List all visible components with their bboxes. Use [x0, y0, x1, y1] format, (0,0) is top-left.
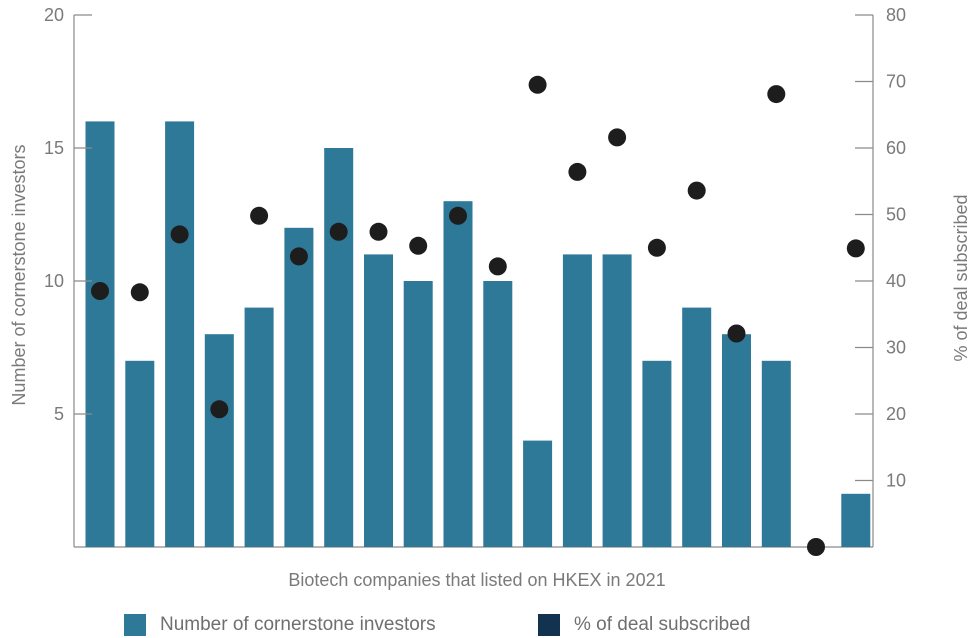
dot-9 — [409, 236, 428, 255]
y2-tick-label: 40 — [886, 271, 906, 291]
dot-2 — [130, 283, 149, 302]
y2-tick-label: 30 — [886, 338, 906, 358]
bar-14 — [602, 254, 632, 547]
dot-20 — [846, 239, 865, 258]
bar-11 — [483, 281, 513, 547]
bar-2 — [125, 360, 155, 547]
bar-10 — [443, 201, 473, 547]
y2-tick-label: 10 — [886, 471, 906, 491]
dot-14 — [608, 128, 627, 147]
y2-tick-label: 60 — [886, 138, 906, 158]
bar-series — [85, 121, 871, 548]
bar-6 — [284, 227, 314, 548]
bar-3 — [165, 121, 195, 548]
dot-3 — [170, 225, 189, 244]
legend: Number of cornerstone investors % of dea… — [0, 614, 971, 638]
dot-16 — [687, 181, 706, 200]
dot-11 — [488, 257, 507, 276]
y2-tick-label: 70 — [886, 72, 906, 92]
bar-7 — [324, 148, 354, 547]
bar-17 — [722, 334, 751, 547]
legend-label-dots: % of deal subscribed — [574, 614, 751, 635]
bar-1 — [85, 121, 115, 548]
dot-series — [91, 75, 865, 556]
chart: 5 10 15 20 10 20 30 40 50 60 70 80 Number of corne… — [9, 5, 971, 590]
y2-axis-title: % of deal subscribed — [951, 194, 971, 361]
y2-tick-label: 80 — [886, 5, 906, 25]
y-tick-label: 15 — [44, 138, 64, 158]
bar-4 — [204, 334, 234, 547]
bar-8 — [364, 254, 393, 547]
right-axis-ticks: 10 20 30 40 50 60 70 80 — [855, 5, 906, 491]
dot-19 — [807, 538, 825, 556]
bar-13 — [562, 254, 592, 547]
dot-13 — [568, 162, 587, 181]
dot-5 — [250, 206, 269, 225]
y-tick-label: 20 — [44, 5, 64, 25]
legend-label-bars: Number of cornerstone investors — [160, 614, 436, 635]
dot-4 — [210, 400, 229, 419]
legend-item-bars: Number of cornerstone investors — [124, 614, 436, 636]
bar-16 — [682, 307, 712, 547]
x-axis-title: Biotech companies that listed on HKEX in… — [288, 570, 665, 590]
dot-15 — [647, 238, 666, 257]
left-axis-ticks: 5 10 15 20 — [44, 5, 92, 424]
bar-18 — [761, 360, 791, 547]
legend-item-dots: % of deal subscribed — [538, 614, 750, 636]
bar-5 — [244, 307, 274, 547]
bar-9 — [403, 281, 433, 547]
dot-1 — [91, 282, 109, 300]
dot-10 — [449, 206, 467, 225]
y2-tick-label: 20 — [886, 404, 906, 424]
bar-15 — [642, 360, 672, 547]
dot-18 — [767, 85, 786, 104]
y-tick-label: 10 — [44, 271, 64, 291]
y2-tick-label: 50 — [886, 205, 906, 225]
dot-6 — [289, 247, 308, 266]
dot-12 — [528, 75, 547, 94]
y-tick-label: 5 — [54, 404, 64, 424]
bar-12 — [523, 440, 553, 547]
dot-17 — [727, 324, 746, 343]
bar-20 — [841, 493, 871, 547]
dot-8 — [369, 222, 388, 241]
dot-7 — [329, 222, 348, 241]
legend-swatch-dots — [538, 614, 560, 636]
y-axis-title: Number of cornerstone investors — [9, 144, 29, 405]
legend-swatch-bars — [124, 614, 146, 636]
